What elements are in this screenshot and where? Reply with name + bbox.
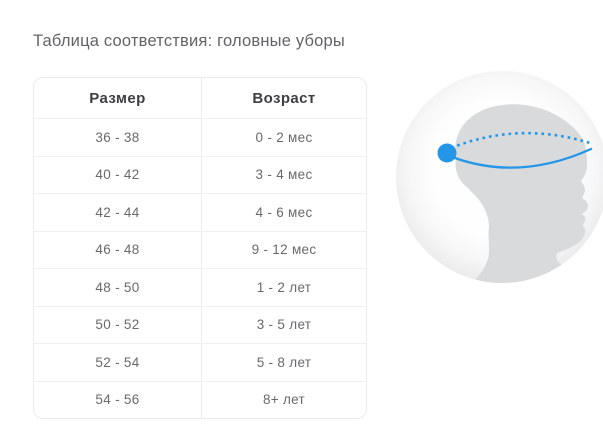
size-cell: 42 - 44 — [34, 193, 202, 231]
size-cell: 48 - 50 — [34, 268, 202, 306]
age-cell: 5 - 8 лет — [202, 343, 366, 381]
size-cell: 52 - 54 — [34, 343, 202, 381]
head-circumference-illustration — [396, 71, 603, 283]
size-age-table: Размер Возраст 36 - 38 0 - 2 мес 40 - 42… — [33, 77, 367, 419]
table-header-size: Размер — [34, 78, 202, 118]
age-cell: 9 - 12 мес — [202, 230, 366, 269]
child-head-silhouette — [455, 104, 595, 283]
age-cell: 8+ лет — [202, 380, 366, 419]
size-cell: 36 - 38 — [34, 118, 202, 156]
measure-line-solid — [445, 147, 593, 169]
age-cell: 3 - 5 лет — [202, 305, 366, 344]
page-title: Таблица соответствия: головные уборы — [33, 32, 345, 50]
size-cell: 50 - 52 — [34, 305, 202, 343]
age-cell: 0 - 2 мес — [202, 118, 366, 156]
age-cell: 1 - 2 лет — [202, 268, 366, 306]
table-header-age: Возраст — [252, 89, 316, 107]
size-cell: 46 - 48 — [34, 230, 202, 268]
age-cell: 4 - 6 мес — [202, 193, 366, 231]
size-cell: 54 - 56 — [34, 380, 202, 418]
size-cell: 40 - 42 — [34, 155, 202, 193]
measurement-dot — [437, 143, 457, 163]
age-cell: 3 - 4 мес — [202, 155, 366, 194]
